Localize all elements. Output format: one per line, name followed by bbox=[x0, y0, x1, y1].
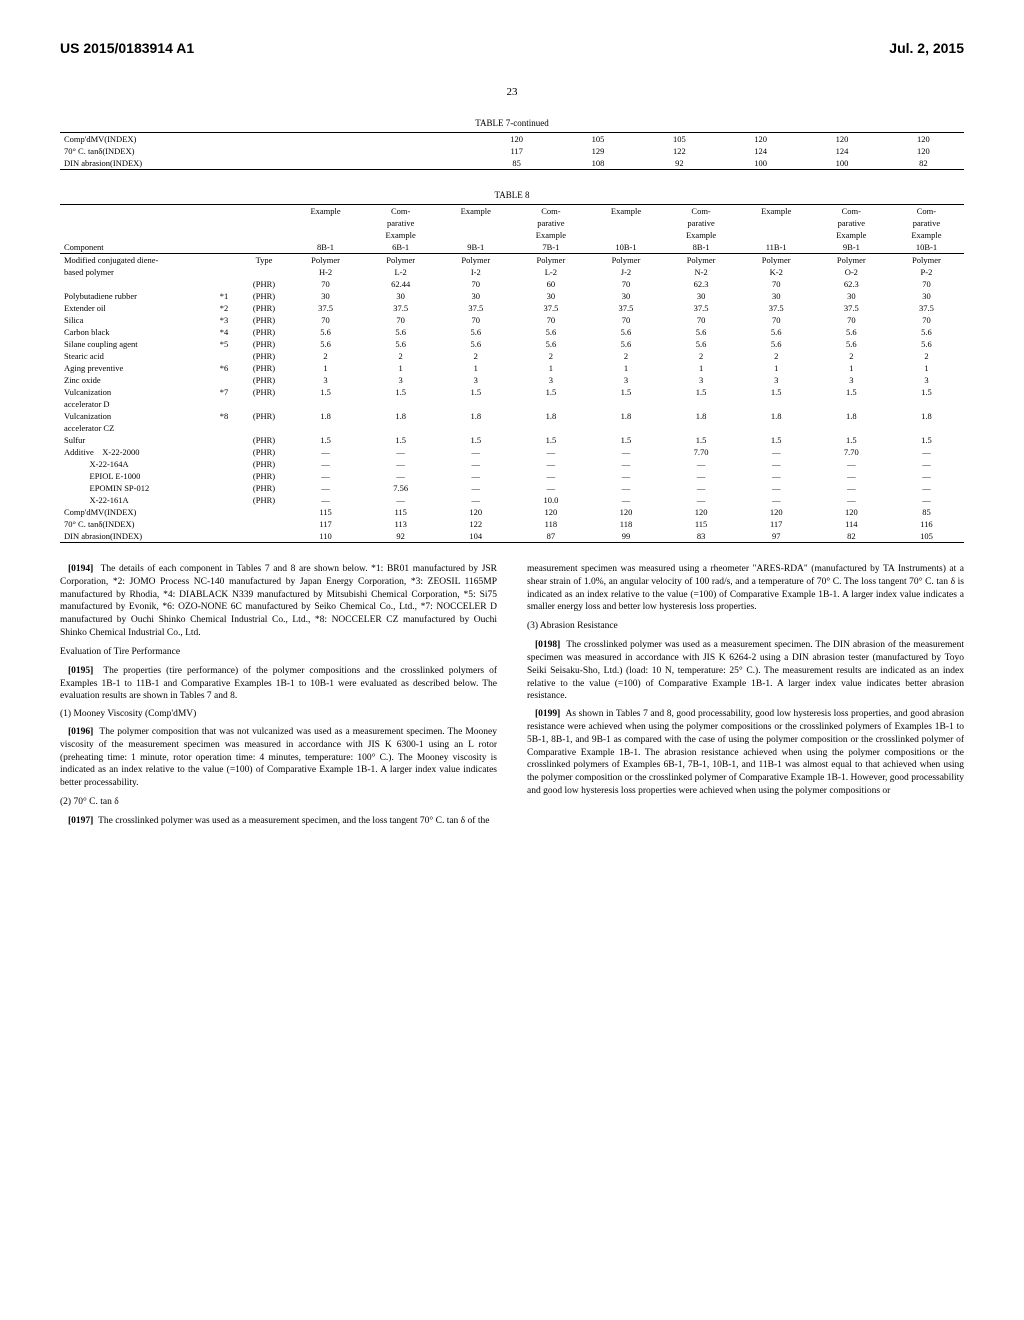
para-0194: [0194] The details of each component in … bbox=[60, 563, 497, 640]
table-row: Comp'dMV(INDEX)1151151201201201201201208… bbox=[60, 506, 964, 518]
table-row: EPOMIN SP-012(PHR)—7.56——————— bbox=[60, 482, 964, 494]
table-row: Extender oil*2(PHR)37.537.537.537.537.53… bbox=[60, 302, 964, 314]
table-row: accelerator CZ bbox=[60, 422, 964, 434]
table-row: X-22-161A(PHR)———10.0————— bbox=[60, 494, 964, 506]
table-row: Stearic acid(PHR)222222222 bbox=[60, 350, 964, 362]
para-0195-text: The properties (tire performance) of the… bbox=[60, 666, 497, 702]
para-0194-text: The details of each component in Tables … bbox=[60, 564, 497, 638]
para-0198-text: The crosslinked polymer was used as a me… bbox=[527, 640, 964, 701]
table-row: Aging preventive*6(PHR)111111111 bbox=[60, 362, 964, 374]
table-row: based polymerH-2L-2I-2L-2J-2N-2K-2O-2P-2 bbox=[60, 266, 964, 278]
para-0199-text: As shown in Tables 7 and 8, good process… bbox=[527, 709, 964, 796]
table-row: Modified conjugated diene-TypePolymerPol… bbox=[60, 254, 964, 267]
publication-date: Jul. 2, 2015 bbox=[889, 40, 964, 56]
col2-continuation: measurement specimen was measured using … bbox=[527, 563, 964, 614]
para-0196-text: The polymer composition that was not vul… bbox=[60, 727, 497, 788]
table-row: Carbon black*4(PHR)5.65.65.65.65.65.65.6… bbox=[60, 326, 964, 338]
right-column: measurement specimen was measured using … bbox=[527, 563, 964, 833]
table8-title: TABLE 8 bbox=[60, 190, 964, 200]
table-row: (PHR)7062.4470607062.37062.370 bbox=[60, 278, 964, 290]
page-number: 23 bbox=[60, 86, 964, 98]
table-row: Comp'dMV(INDEX)120105105120120120 bbox=[60, 133, 964, 146]
patent-number: US 2015/0183914 A1 bbox=[60, 40, 194, 56]
para-0197: [0197] The crosslinked polymer was used … bbox=[60, 815, 497, 828]
table7-title: TABLE 7-continued bbox=[60, 118, 964, 128]
table-row: Vulcanization*7(PHR)1.51.51.51.51.51.51.… bbox=[60, 386, 964, 398]
para-0199: [0199] As shown in Tables 7 and 8, good … bbox=[527, 708, 964, 798]
sec3-title: (3) Abrasion Resistance bbox=[527, 620, 964, 633]
table-row: Polybutadiene rubber*1(PHR)3030303030303… bbox=[60, 290, 964, 302]
table-row: accelerator D bbox=[60, 398, 964, 410]
para-0198: [0198] The crosslinked polymer was used … bbox=[527, 639, 964, 703]
left-column: [0194] The details of each component in … bbox=[60, 563, 497, 833]
table-row: 70° C. tanδ(INDEX)1171131221181181151171… bbox=[60, 518, 964, 530]
table-row: DIN abrasion(INDEX)110921048799839782105 bbox=[60, 530, 964, 543]
table-row: 70° C. tanδ(INDEX)117129122124124120 bbox=[60, 145, 964, 157]
table-row: X-22-164A(PHR)————————— bbox=[60, 458, 964, 470]
body-text: [0194] The details of each component in … bbox=[60, 563, 964, 833]
table-7: Comp'dMV(INDEX)12010510512012012070° C. … bbox=[60, 132, 964, 170]
table-row: DIN abrasion(INDEX)851089210010082 bbox=[60, 157, 964, 170]
table-row: EPIOL E-1000(PHR)————————— bbox=[60, 470, 964, 482]
para-0196: [0196] The polymer composition that was … bbox=[60, 726, 497, 790]
table-row: Silane coupling agent*5(PHR)5.65.65.65.6… bbox=[60, 338, 964, 350]
sec2-title: (2) 70° C. tan δ bbox=[60, 796, 497, 809]
table-row: Vulcanization*8(PHR)1.81.81.81.81.81.81.… bbox=[60, 410, 964, 422]
para-0195: [0195] The properties (tire performance)… bbox=[60, 665, 497, 703]
para-0197-text: The crosslinked polymer was used as a me… bbox=[98, 816, 489, 826]
eval-title: Evaluation of Tire Performance bbox=[60, 646, 497, 659]
table-row: Zinc oxide(PHR)333333333 bbox=[60, 374, 964, 386]
table-row: Silica*3(PHR)707070707070707070 bbox=[60, 314, 964, 326]
table-8: ExampleCom-ExampleCom-ExampleCom-Example… bbox=[60, 204, 964, 543]
sec1-title: (1) Mooney Viscosity (Comp'dMV) bbox=[60, 708, 497, 721]
table-row: Sulfur(PHR)1.51.51.51.51.51.51.51.51.5 bbox=[60, 434, 964, 446]
table-row: Additive X-22-2000(PHR)—————7.70—7.70— bbox=[60, 446, 964, 458]
page-header: US 2015/0183914 A1 Jul. 2, 2015 bbox=[60, 40, 964, 56]
